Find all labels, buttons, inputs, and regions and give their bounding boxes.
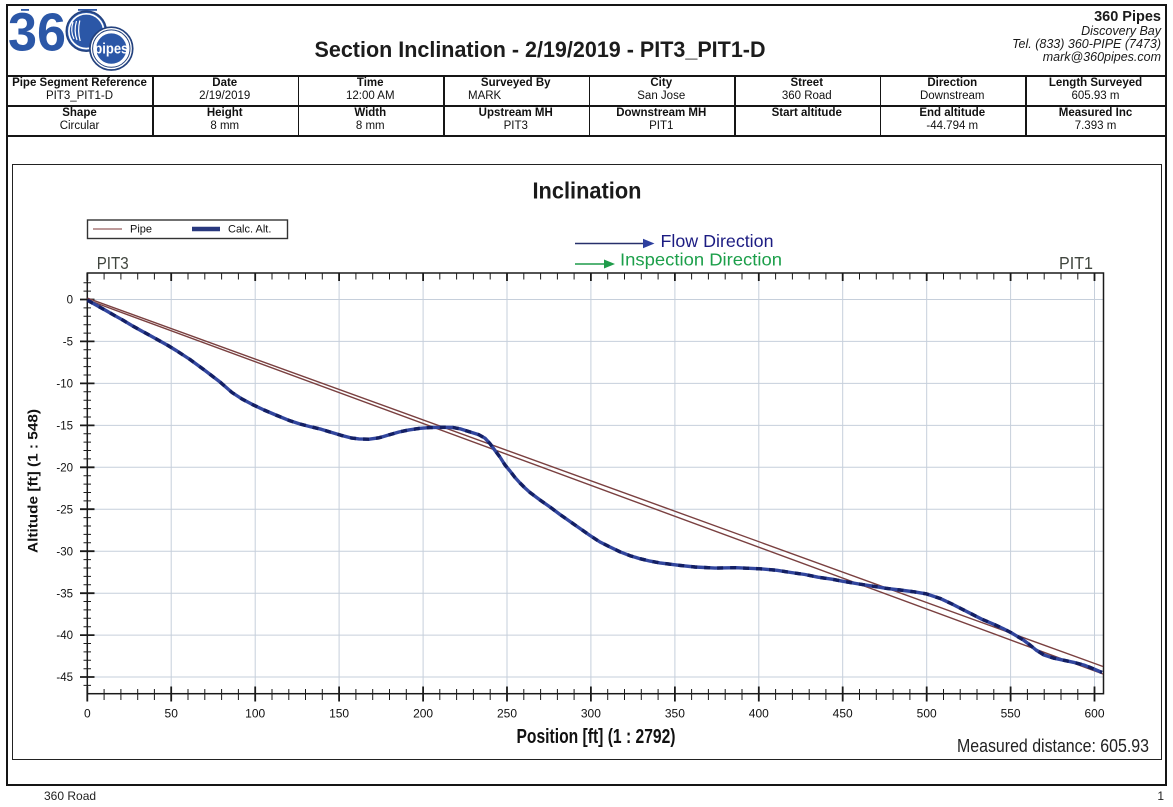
svg-text:Calc. Alt.: Calc. Alt.	[228, 224, 271, 236]
svg-text:-25: -25	[56, 504, 73, 516]
svg-text:-40: -40	[56, 630, 73, 642]
svg-text:pipes: pipes	[94, 42, 128, 58]
svg-text:Altitude [ft] (1 : 548): Altitude [ft] (1 : 548)	[25, 409, 41, 553]
svg-text:-30: -30	[56, 546, 73, 558]
svg-text:400: 400	[749, 706, 769, 720]
svg-text:-20: -20	[56, 462, 73, 474]
svg-text:Measured distance: 605.93: Measured distance: 605.93	[957, 736, 1149, 756]
svg-text:250: 250	[497, 706, 517, 720]
svg-text:600: 600	[1084, 706, 1104, 720]
svg-text:Inspection Direction: Inspection Direction	[620, 249, 782, 269]
svg-text:100: 100	[245, 706, 265, 720]
svg-text:150: 150	[329, 706, 349, 720]
svg-text:350: 350	[665, 706, 685, 720]
svg-text:Section Inclination - 2/19/201: Section Inclination - 2/19/2019 - PIT3_P…	[315, 37, 766, 62]
svg-text:PIT3: PIT3	[97, 253, 129, 273]
svg-text:-45: -45	[56, 672, 73, 684]
svg-text:550: 550	[1001, 706, 1021, 720]
svg-text:200: 200	[413, 706, 433, 720]
svg-text:-35: -35	[56, 588, 73, 600]
svg-text:0: 0	[67, 295, 73, 307]
svg-text:-15: -15	[56, 421, 73, 433]
svg-text:300: 300	[581, 706, 601, 720]
svg-text:Flow Direction: Flow Direction	[661, 231, 774, 251]
svg-text:-5: -5	[63, 337, 73, 349]
svg-text:Inclination: Inclination	[533, 178, 642, 204]
svg-text:Position [ft] (1 : 2792): Position [ft] (1 : 2792)	[517, 726, 676, 748]
svg-text:Pipe: Pipe	[130, 224, 152, 236]
svg-text:50: 50	[165, 706, 179, 720]
svg-text:-10: -10	[56, 379, 73, 391]
svg-text:0: 0	[84, 706, 91, 720]
svg-text:PIT1: PIT1	[1059, 253, 1093, 273]
svg-text:36: 36	[9, 6, 66, 62]
svg-text:500: 500	[917, 706, 937, 720]
svg-text:450: 450	[833, 706, 853, 720]
